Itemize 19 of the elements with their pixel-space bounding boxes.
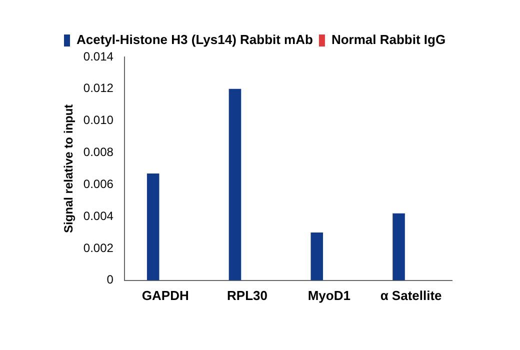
x-tick-label: RPL30 (227, 288, 268, 303)
y-tick-label: 0.006 (83, 176, 114, 191)
x-tick-label: MyoD1 (308, 288, 350, 303)
y-tick-label: 0.014 (83, 49, 114, 64)
y-tick-label: 0.004 (83, 208, 114, 223)
x-tick-label: GAPDH (142, 288, 189, 303)
legend-label: Normal Rabbit IgG (331, 32, 446, 48)
bar (146, 173, 160, 280)
bar (310, 232, 324, 280)
legend-label: Acetyl-Histone H3 (Lys14) Rabbit mAb (76, 32, 314, 48)
bar (228, 88, 242, 280)
y-tick-label: 0.008 (83, 145, 114, 160)
bar (392, 213, 405, 280)
y-tick-label: 0.010 (83, 113, 114, 128)
y-tick-label: 0.002 (83, 240, 114, 255)
x-tick-label: α Satellite (380, 288, 442, 303)
y-axis-title: Signal relative to input (62, 104, 76, 234)
y-tick-label: 0 (106, 272, 114, 287)
y-tick-label: 0.012 (83, 81, 114, 96)
